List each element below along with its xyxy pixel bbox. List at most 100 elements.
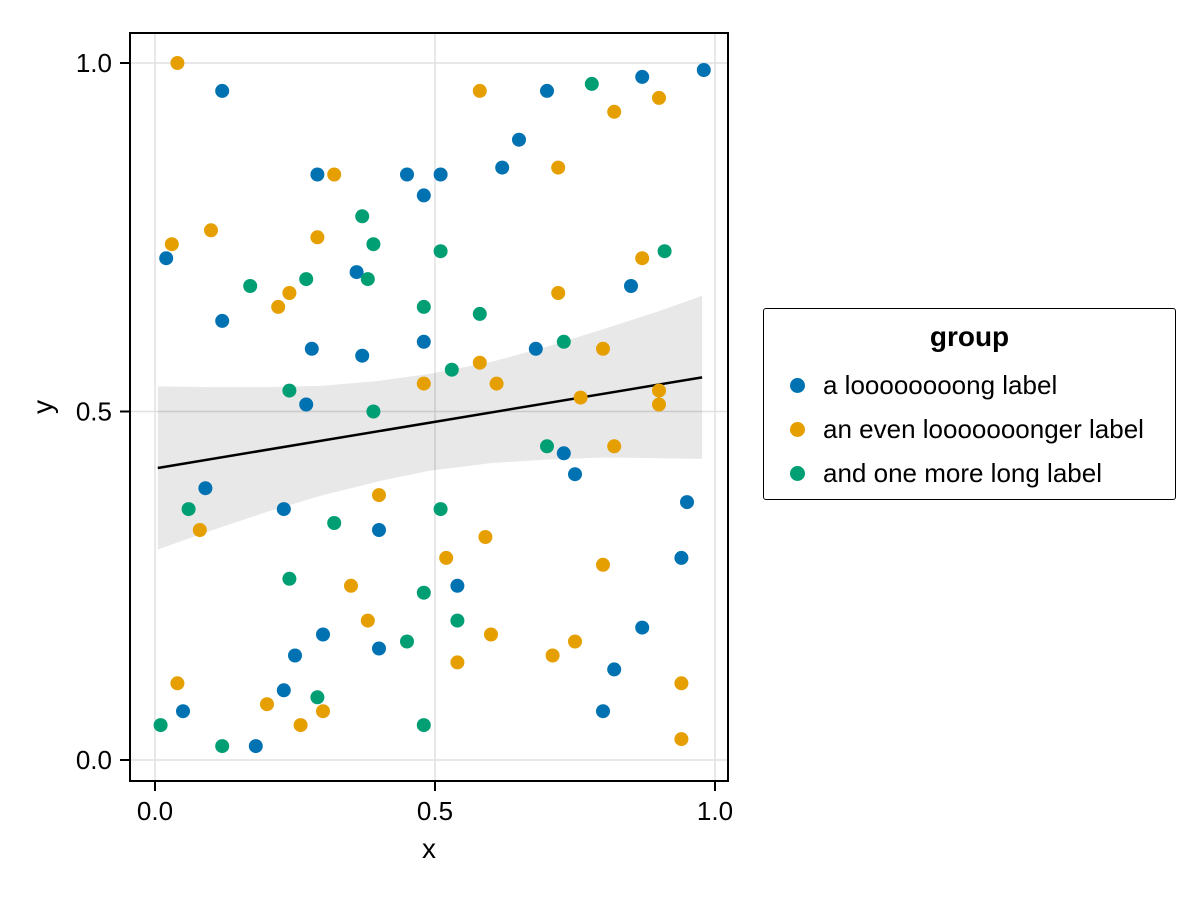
data-point [176,704,190,719]
data-point [355,348,370,363]
data-point [652,90,666,105]
legend-marker-green-icon [790,466,805,481]
data-point [282,571,297,586]
x-tick-label: 0.0 [137,796,173,826]
series-3-points [153,76,672,754]
data-point [192,523,207,537]
data-point [288,648,302,663]
legend-item-group-3: and one more long label [790,458,1165,488]
data-point [372,641,386,656]
data-point [568,467,582,482]
x-axis-label: x [422,833,436,864]
data-point [545,648,560,663]
data-point [657,244,672,259]
data-point [416,718,431,733]
data-point [276,502,291,517]
data-point [215,739,230,754]
legend-items: a loooooooong label an even looooooonger… [790,370,1165,488]
legend-label-group-1: a loooooooong label [823,370,1058,400]
data-point [299,272,314,287]
tick-labels: 0.0 0.5 1.0 0.0 0.5 1.0 [76,48,733,826]
data-point [674,732,689,747]
legend: group a loooooooong label an even looooo… [763,308,1176,500]
data-point [400,634,414,649]
data-point [450,578,465,593]
plot-frame [129,32,729,782]
data-point [556,446,571,461]
data-point [495,160,510,175]
data-point [528,341,543,356]
data-point [674,676,689,691]
data-point [159,251,174,266]
data-point [299,397,314,412]
data-point [573,390,588,405]
gridlines [130,33,728,781]
regression-line [157,376,703,470]
data-point [198,481,213,496]
data-point [478,530,493,544]
regression-line-path [157,376,703,470]
data-point [416,299,431,314]
legend-label-group-3: and one more long label [823,458,1102,488]
data-point [416,585,431,600]
data-point [355,209,370,224]
data-point [170,56,185,70]
data-point [568,634,582,649]
data-point [696,63,711,77]
data-point [635,251,650,266]
data-point [433,244,448,259]
data-point [310,167,325,182]
data-point [304,341,319,356]
data-point [170,676,185,691]
data-point [607,104,622,119]
data-point [327,516,342,530]
legend-item-group-2: an even looooooonger label [790,414,1165,444]
data-point [293,718,308,733]
data-point [484,627,498,642]
data-point [551,160,566,175]
data-point [472,306,487,321]
legend-marker-orange-icon [790,422,805,437]
data-point [360,272,375,287]
data-point [596,557,610,572]
data-point [260,697,274,712]
y-tick-label: 1.0 [76,48,112,78]
series-1-points [159,63,711,754]
data-point [635,620,650,635]
data-point [215,313,230,328]
data-point [282,286,297,300]
y-tick-label: 0.5 [76,397,112,427]
data-point [556,334,571,349]
data-point [366,404,381,419]
x-tick-label: 0.5 [417,796,453,826]
data-point [489,376,504,391]
data-point [584,76,599,91]
data-point [652,383,666,398]
data-point [366,237,381,252]
data-point [450,613,465,628]
data-point [433,167,448,182]
series-2-points [164,56,689,747]
data-point [164,237,179,252]
data-point [607,439,622,454]
legend-title: group [929,321,1010,352]
data-point [439,550,454,565]
data-point [652,397,666,412]
data-point [551,286,566,300]
data-point [416,376,431,391]
data-point [372,488,386,503]
data-point [400,167,414,182]
data-point [472,83,487,98]
legend-marker-blue-icon [790,378,805,393]
y-axis-label: y [27,400,58,414]
data-point [596,704,610,719]
data-point [153,718,168,733]
data-point [540,83,554,98]
data-point [512,132,526,147]
data-points [153,56,711,754]
x-tick-label: 1.0 [697,796,733,826]
data-point [271,299,286,314]
data-point [327,167,342,182]
